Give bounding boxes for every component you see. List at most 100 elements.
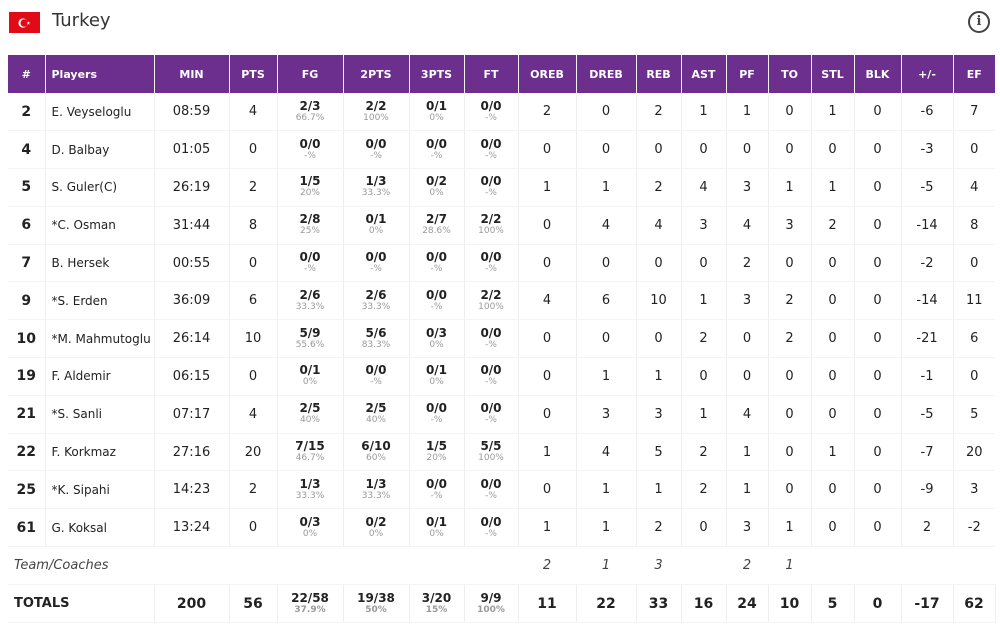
player-stl: 0 [811, 395, 855, 434]
player-3pts-made: 0/0 [425, 136, 448, 151]
player-ef: 5 [953, 395, 995, 434]
player-number: 25 [8, 470, 46, 510]
player-name[interactable]: D. Balbay [45, 130, 155, 170]
player-name[interactable]: *C. Osman [45, 206, 155, 245]
player-stl: 1 [811, 433, 855, 472]
player-oreb: 0 [518, 244, 577, 283]
player-row: 6 *C. Osman 31:44 8 2/8 25% 0/1 0% 2/7 28.6% 2/2 10… [8, 206, 995, 245]
player-stl: 2 [811, 206, 855, 245]
player-name[interactable]: F. Korkmaz [45, 433, 155, 472]
player-ft: 0/0 -% [464, 93, 519, 132]
player-ft-pct: -% [485, 150, 497, 161]
player-name[interactable]: S. Guler(C) [45, 168, 155, 207]
player-fg-pct: 66.7% [295, 112, 325, 123]
totals-to: 10 [768, 584, 812, 624]
player-pts: 0 [229, 130, 278, 170]
player-ft-pct: 100% [478, 226, 504, 237]
player-3pts-pct: 0% [429, 112, 444, 123]
player-blk: 0 [854, 433, 902, 472]
player-number: 21 [8, 395, 46, 434]
player-pf: 0 [726, 357, 769, 396]
player-ft: 0/0 -% [464, 244, 519, 283]
player-pf: 4 [726, 395, 769, 434]
player-stl: 0 [811, 319, 855, 359]
col-header-pf[interactable]: PF [726, 55, 769, 93]
col-header-fg[interactable]: FG [277, 55, 344, 93]
player-3pts-made: 0/0 [425, 287, 448, 302]
player-fg-made: 0/0 [299, 250, 321, 265]
player-3pts: 0/0 -% [409, 130, 465, 170]
col-header-number[interactable]: # [8, 55, 46, 93]
col-header-dreb[interactable]: DREB [576, 55, 637, 93]
player-name[interactable]: G. Koksal [45, 508, 155, 548]
col-header-ef[interactable]: EF [953, 55, 995, 93]
team-coaches-label: Team/Coaches [8, 546, 154, 586]
player-stl: 0 [811, 244, 855, 283]
col-header-pts[interactable]: PTS [229, 55, 278, 93]
col-header-oreb[interactable]: OREB [518, 55, 577, 93]
player-name[interactable]: *M. Mahmutoglu [45, 319, 155, 359]
player-ft: 5/5 100% [464, 433, 519, 472]
player-name[interactable]: *S. Sanli [45, 395, 155, 434]
col-header-2pts[interactable]: 2PTS [343, 55, 410, 93]
player-blk: 0 [854, 130, 902, 170]
player-3pts-made: 2/7 [425, 212, 448, 227]
player-number: 6 [8, 206, 46, 245]
col-header-plus-minus[interactable]: +/- [901, 55, 954, 93]
player-number: 2 [8, 93, 46, 132]
team-oreb: 2 [518, 546, 576, 586]
col-header-ft[interactable]: FT [464, 55, 519, 93]
player-3pts-made: 0/3 [425, 325, 448, 340]
col-header-to[interactable]: TO [768, 55, 812, 93]
player-min: 07:17 [154, 395, 230, 434]
player-name[interactable]: F. Aldemir [45, 357, 155, 396]
player-ast: 2 [681, 433, 727, 472]
col-header-min[interactable]: MIN [154, 55, 230, 93]
player-2pts-pct: 33.3% [361, 490, 391, 501]
player-reb: 10 [636, 281, 682, 321]
player-3pts: 0/1 0% [409, 508, 465, 548]
player-ft-made: 2/2 [480, 212, 502, 227]
player-name[interactable]: E. Veyseloglu [45, 93, 155, 132]
player-dreb: 0 [576, 93, 637, 132]
player-ft: 2/2 100% [464, 281, 519, 321]
player-row: 25 *K. Sipahi 14:23 2 1/3 33.3% 1/3 33.3% 0/0 -% 0… [8, 470, 995, 510]
player-ft-made: 2/2 [480, 287, 502, 302]
player-ft-pct: -% [485, 112, 497, 123]
player-number: 61 [8, 508, 46, 548]
player-min: 08:59 [154, 93, 230, 132]
player-name[interactable]: *S. Erden [45, 281, 155, 321]
player-plus-minus: -7 [901, 433, 954, 472]
player-2pts: 0/0 -% [343, 357, 410, 396]
player-name[interactable]: B. Hersek [45, 244, 155, 283]
col-header-blk[interactable]: BLK [854, 55, 902, 93]
player-ft-made: 0/0 [480, 325, 502, 340]
col-header-players[interactable]: Players [45, 55, 155, 93]
player-to: 2 [768, 281, 812, 321]
player-2pts: 0/1 0% [343, 206, 410, 245]
player-ast: 2 [681, 470, 727, 510]
player-fg-made: 0/3 [299, 514, 321, 529]
turkey-flag-icon [9, 12, 40, 33]
player-pf: 0 [726, 319, 769, 359]
player-2pts-made: 6/10 [361, 439, 391, 454]
player-row: 7 B. Hersek 00:55 0 0/0 -% 0/0 -% 0/0 -% 0/0 -% 0 0 0 0… [8, 244, 995, 283]
col-header-reb[interactable]: REB [636, 55, 682, 93]
player-2pts-pct: -% [370, 377, 382, 388]
player-row: 10 *M. Mahmutoglu 26:14 10 5/9 55.6% 5/6 83.3% 0… [8, 319, 995, 359]
player-dreb: 1 [576, 357, 637, 396]
player-2pts-made: 5/6 [365, 325, 387, 340]
col-header-stl[interactable]: STL [811, 55, 855, 93]
col-header-3pts[interactable]: 3PTS [409, 55, 465, 93]
totals-pf: 24 [726, 584, 769, 624]
player-number: 9 [8, 281, 46, 321]
player-reb: 5 [636, 433, 682, 472]
info-icon[interactable]: i [968, 11, 990, 33]
player-row: 4 D. Balbay 01:05 0 0/0 -% 0/0 -% 0/0 -% 0/0 -% 0 0 0 0… [8, 130, 995, 170]
totals-3pts-pct: 15% [425, 604, 448, 615]
player-name[interactable]: *K. Sipahi [45, 470, 155, 510]
col-header-ast[interactable]: AST [681, 55, 727, 93]
player-ft-pct: -% [485, 377, 497, 388]
player-2pts-pct: 33.3% [361, 188, 391, 199]
player-stl: 0 [811, 281, 855, 321]
